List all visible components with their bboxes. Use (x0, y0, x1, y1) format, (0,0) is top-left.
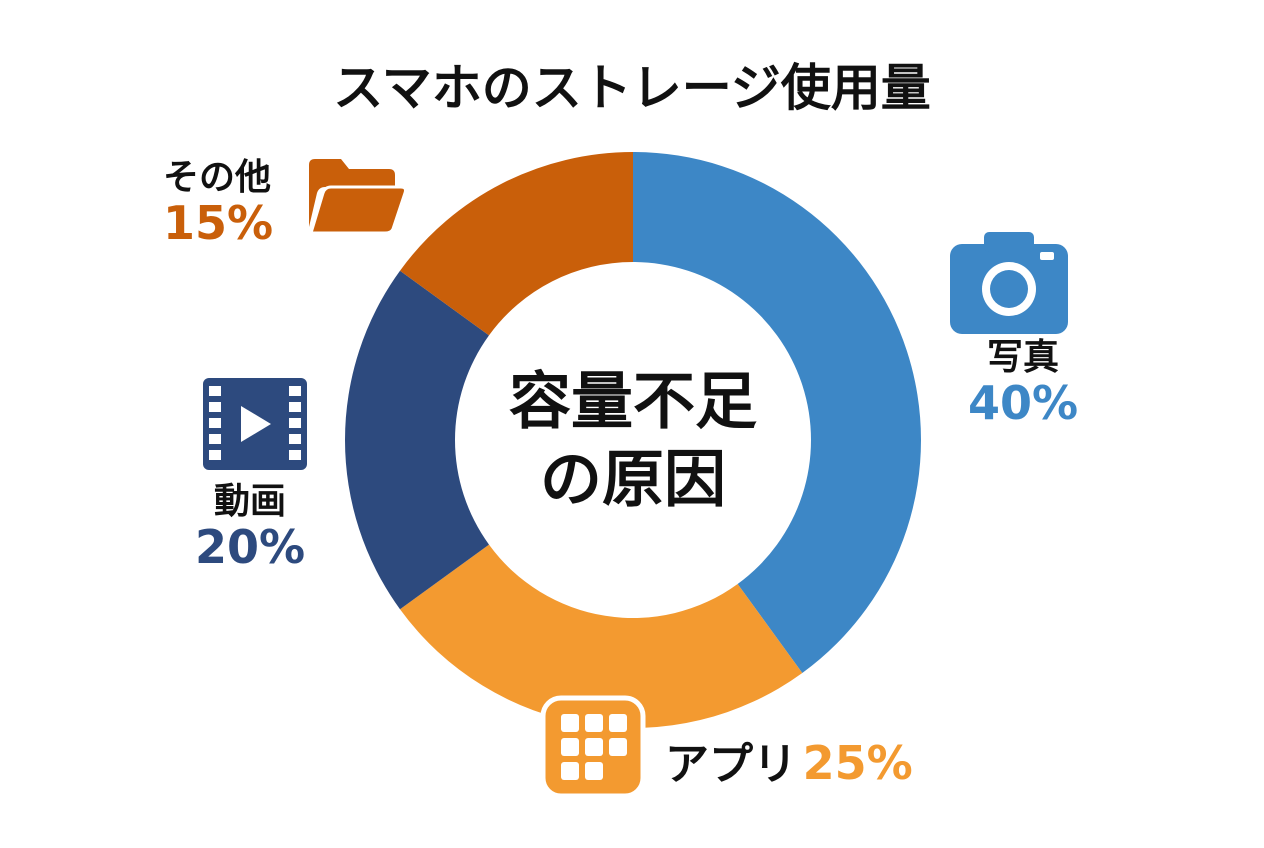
slice-value: 25% (802, 736, 913, 790)
slice-value: 40% (968, 375, 1079, 430)
slice-label: アプリ (665, 739, 797, 790)
chart-title: スマホのストレージ使用量 (333, 59, 931, 117)
center-label-line-1: 容量不足 (508, 364, 758, 438)
label-other: その他 15% (163, 158, 273, 248)
slice-value: 20% (195, 519, 306, 574)
label-photos: 写真 40% (968, 338, 1078, 428)
camera-icon (950, 232, 1068, 334)
slice-0 (633, 152, 922, 673)
slice-1 (400, 544, 803, 728)
slice-value: 15% (163, 195, 274, 250)
folder-icon (308, 159, 407, 235)
center-label-line-2: の原因 (539, 442, 727, 515)
slice-label: 動画 (214, 481, 287, 522)
slice-2 (344, 270, 489, 610)
label-apps: アプリ 25% (665, 738, 913, 789)
label-video: 動画 20% (195, 482, 305, 572)
film-play-icon (203, 378, 307, 470)
slice-label: 写真 (987, 337, 1060, 378)
center-label: 容量不足 の原因 (509, 363, 757, 518)
app-grid-icon (540, 695, 646, 799)
slice-label: その他 (163, 157, 272, 198)
slice-3 (400, 152, 633, 336)
